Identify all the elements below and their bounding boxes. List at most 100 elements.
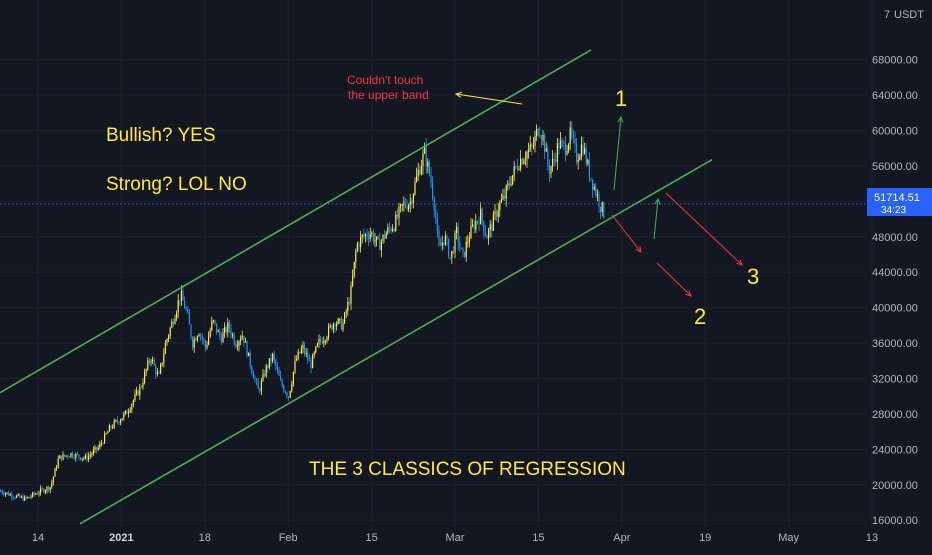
candle-body	[227, 322, 229, 333]
candle-body	[401, 204, 403, 206]
candle-body	[268, 358, 270, 368]
candle-body	[296, 358, 298, 361]
x-tick-label: 14	[32, 532, 44, 544]
candle-body	[112, 427, 114, 429]
candle-body	[278, 369, 280, 376]
candle-body	[241, 335, 243, 340]
candle-body	[164, 342, 166, 354]
candle-body	[240, 339, 242, 342]
y-tick-label: 40000.00	[872, 303, 918, 315]
x-tick-label: May	[778, 532, 799, 544]
candle-body	[134, 393, 136, 401]
candle-body	[601, 202, 603, 212]
candle-body	[83, 458, 85, 460]
candle-body	[500, 199, 502, 203]
candle-body	[166, 339, 168, 343]
candle-body	[244, 341, 246, 343]
candle-body	[574, 138, 576, 144]
candle-body	[259, 389, 261, 392]
candle-body	[294, 360, 296, 372]
candle-body	[396, 214, 398, 218]
candle-body	[177, 300, 179, 313]
candle-body	[54, 468, 56, 477]
candle-body	[220, 336, 222, 343]
candle-body	[502, 195, 504, 200]
candle-body	[155, 365, 157, 375]
candle-body	[486, 235, 488, 239]
candle-body	[603, 202, 605, 218]
candle-body	[140, 386, 142, 388]
candle-body	[388, 227, 390, 229]
candle-body	[110, 425, 112, 428]
x-tick-label: Mar	[446, 532, 465, 544]
candle-body	[302, 345, 304, 349]
grid	[0, 0, 873, 528]
candle-body	[556, 143, 558, 162]
candle-body	[204, 341, 206, 348]
candle-body	[132, 400, 134, 405]
candle-body	[404, 202, 406, 207]
candle-body	[440, 245, 442, 247]
candle-body	[78, 454, 80, 458]
candle-body	[475, 221, 477, 230]
candle-body	[28, 496, 30, 498]
candle-body	[470, 225, 472, 239]
price-axis[interactable]: 16000.00 20000.00 24000.00 28000.00 32000.00…	[872, 55, 918, 528]
candle-body	[222, 332, 224, 343]
candle-body	[224, 327, 226, 333]
candle-body	[435, 210, 437, 220]
candle-body	[52, 476, 54, 483]
x-tick-label: 13	[866, 532, 878, 544]
candle-body	[64, 454, 66, 457]
strong-note: Strong? LOL NO	[106, 174, 247, 195]
candle-body	[419, 169, 421, 175]
candle-body	[0, 490, 2, 492]
candle-body	[236, 345, 238, 348]
candle-body	[592, 179, 594, 190]
candle-body	[187, 309, 189, 314]
candle-body	[212, 320, 214, 322]
candle-body	[350, 285, 352, 304]
candle-body	[41, 488, 43, 490]
candle-body	[288, 396, 290, 398]
candle-body	[467, 241, 469, 243]
candle-body	[196, 336, 198, 341]
candle-body	[360, 236, 362, 247]
regression-bands	[0, 49, 713, 525]
y-tick-label: 16000.00	[872, 515, 918, 527]
candle-body	[44, 490, 46, 493]
yaxis-partial-label: 7	[884, 9, 890, 21]
candle-body	[57, 458, 59, 468]
lower-band-line	[79, 159, 713, 525]
candle-body	[33, 492, 35, 495]
scenario-3-arrow-down	[665, 192, 743, 266]
candle-body	[208, 336, 210, 345]
candle-body	[518, 168, 520, 170]
candle-body	[51, 482, 53, 488]
candle-body	[281, 380, 283, 386]
candle-body	[238, 341, 240, 346]
x-tick-label: 15	[365, 532, 377, 544]
scenario-1-label: 1	[615, 86, 627, 111]
candle-body	[547, 148, 549, 166]
y-tick-label: 20000.00	[872, 480, 918, 492]
candle-body	[145, 369, 147, 373]
candle-body	[459, 242, 461, 248]
pointer-arrow-upper-band	[455, 93, 523, 105]
candle-body	[596, 194, 598, 196]
candle-body	[420, 165, 422, 175]
candle-body	[264, 373, 266, 376]
candle-body	[65, 455, 67, 457]
candle-body	[248, 352, 250, 357]
chart-title-note: THE 3 CLASSICS OF REGRESSION	[309, 459, 626, 480]
candle-body	[590, 178, 592, 180]
time-axis[interactable]: 14 2021 18 Feb 15 Mar 15 Apr 19 May 13	[32, 532, 878, 544]
candle-body	[448, 239, 450, 258]
candle-body	[457, 226, 459, 243]
candle-body	[332, 324, 334, 330]
candle-body	[75, 453, 77, 459]
candle-body	[315, 346, 317, 353]
candle-body	[398, 206, 400, 218]
